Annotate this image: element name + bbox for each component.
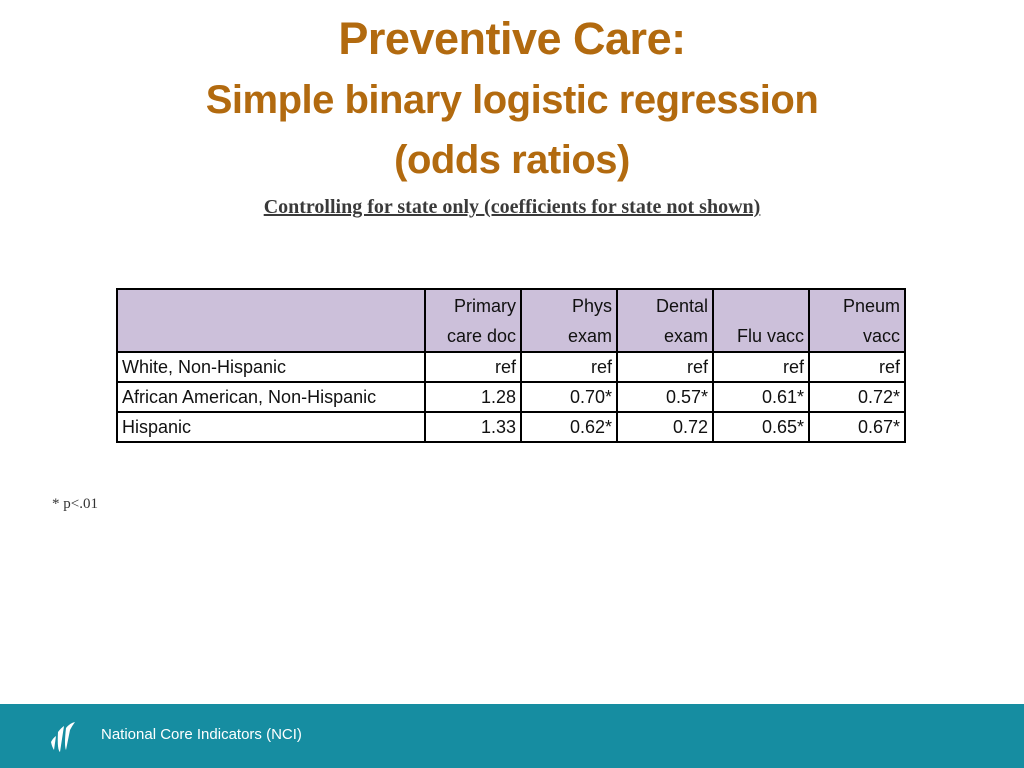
significance-footnote: * p<.01 (52, 496, 98, 512)
table-cell: 0.67* (808, 411, 906, 443)
row-label: Hispanic (116, 411, 426, 443)
column-header-primary-care-doc: Primary care doc (424, 288, 522, 353)
table-row: White, Non-Hispanic ref ref ref ref ref (116, 351, 906, 383)
table-cell: ref (712, 351, 810, 383)
column-header-pneum-vacc: Pneum vacc (808, 288, 906, 353)
table-cell: 1.28 (424, 381, 522, 413)
column-header-dental-exam: Dental exam (616, 288, 714, 353)
table-row: Hispanic 1.33 0.62* 0.72 0.65* 0.67* (116, 411, 906, 443)
row-label: African American, Non-Hispanic (116, 381, 426, 413)
column-header-line: vacc (862, 326, 900, 346)
table-header-row: Primary care doc Phys exam Dental exam F… (116, 288, 906, 353)
table-cell: ref (616, 351, 714, 383)
column-header-line: care doc (446, 326, 516, 346)
table-cell: ref (424, 351, 522, 383)
table-cell: 0.65* (712, 411, 810, 443)
column-header-line: Flu vacc (736, 326, 804, 346)
table-cell: 0.72* (808, 381, 906, 413)
nci-logo-icon (51, 722, 75, 752)
table-cell: ref (520, 351, 618, 383)
table-cell: 0.72 (616, 411, 714, 443)
footer-org-name: National Core Indicators (NCI) (101, 726, 302, 743)
footer-bar: National Core Indicators (NCI) (0, 704, 1024, 768)
table-cell: 0.62* (520, 411, 618, 443)
table-cell: 0.57* (616, 381, 714, 413)
controlling-note: Controlling for state only (coefficients… (263, 196, 761, 218)
table-cell: 0.61* (712, 381, 810, 413)
table-cell: 0.70* (520, 381, 618, 413)
odds-ratio-table: Primary care doc Phys exam Dental exam F… (116, 288, 906, 443)
row-label: White, Non-Hispanic (116, 351, 426, 383)
table-corner-cell (116, 288, 426, 353)
column-header-phys-exam: Phys exam (520, 288, 618, 353)
page-subtitle-line-1: Simple binary logistic regression (205, 78, 819, 122)
page-title: Preventive Care: (338, 13, 686, 64)
column-header-line: Dental (655, 296, 708, 316)
table-cell: 1.33 (424, 411, 522, 443)
column-header-line: Phys (571, 296, 612, 316)
column-header-line: exam (663, 326, 708, 346)
table-row: African American, Non-Hispanic 1.28 0.70… (116, 381, 906, 413)
table-cell: ref (808, 351, 906, 383)
title-block: Preventive Care: Simple binary logistic … (0, 8, 1024, 190)
column-header-line: exam (567, 326, 612, 346)
page-subtitle-line-2: (odds ratios) (394, 138, 630, 182)
column-header-line: Pneum (842, 296, 900, 316)
column-header-flu-vacc: Flu vacc (712, 288, 810, 353)
column-header-line: Primary (454, 296, 516, 316)
